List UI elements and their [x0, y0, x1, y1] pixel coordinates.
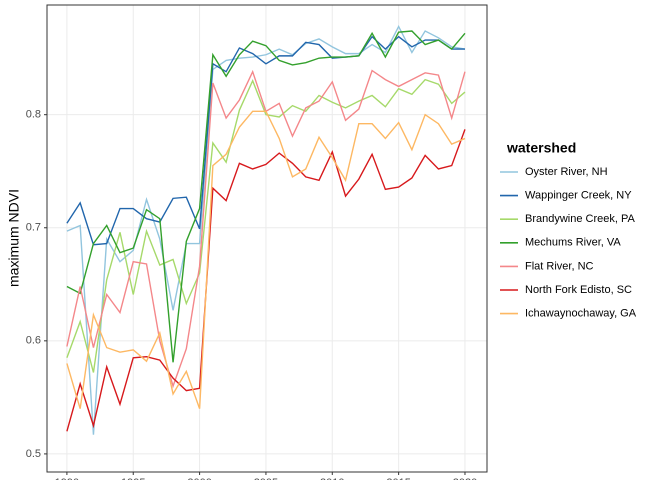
legend-label: Brandywine Creek, PA [525, 213, 636, 225]
line [66, 129, 466, 432]
y-tick-label: 0.8 [26, 109, 41, 121]
y-axis-label: maximum NDVI [6, 189, 22, 287]
panel-border [46, 4, 488, 473]
legend-title: watershed [506, 140, 576, 156]
line [66, 78, 466, 373]
line [66, 110, 466, 409]
y-tick-label: 0.7 [26, 222, 41, 234]
legend-label: Ichawaynochaway, GA [525, 308, 637, 320]
legend-label: Mechums River, VA [525, 237, 621, 249]
legend-label: Flat River, NC [525, 260, 594, 272]
legend-label: Wappinger Creek, NY [525, 190, 632, 202]
line [66, 24, 466, 435]
line [66, 35, 465, 246]
legend-label: Oyster River, NH [525, 166, 608, 178]
y-tick-label: 0.6 [26, 335, 41, 347]
legend-label: North Fork Edisto, SC [525, 284, 632, 296]
y-tick-label: 0.5 [26, 448, 41, 460]
line [66, 30, 466, 363]
